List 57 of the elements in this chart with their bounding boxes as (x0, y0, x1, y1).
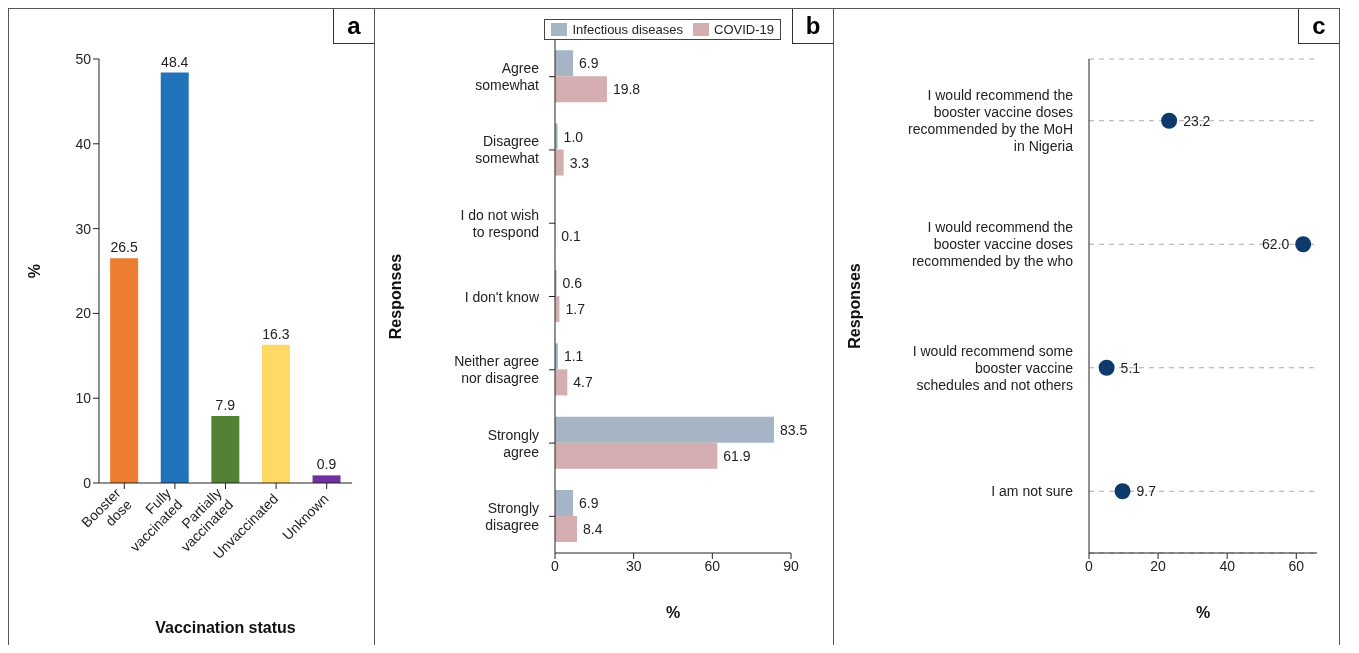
data-label: 83.5 (779, 421, 808, 438)
x-tick-label: 60 (704, 557, 721, 574)
text: c (1312, 12, 1326, 40)
x-tick-label: 60 (1288, 557, 1305, 574)
data-label: 4.7 (573, 374, 593, 391)
data-label: 5.1 (1120, 359, 1141, 376)
y-tick-label: Agree somewhat (475, 60, 540, 94)
x-tick-label: 0 (551, 557, 560, 574)
y-axis-title: Responses (386, 253, 404, 340)
data-label: 1.0 (563, 128, 584, 145)
y-tick-label: I would recommend the booster vaccine doses recommended by the who (911, 219, 1074, 270)
text: a (347, 12, 361, 40)
data-label: 8.4 (583, 520, 603, 537)
data-label: 9.7 (1136, 483, 1157, 500)
y-axis-title: Responses (845, 263, 863, 349)
x-tick-label: 0 (1085, 557, 1094, 574)
legend-label: COVID-19 (713, 22, 774, 37)
data-label: 61.9 (723, 447, 751, 464)
data-label: 3.3 (569, 154, 590, 171)
data-label: 16.3 (262, 325, 290, 342)
data-label: 1.1 (563, 348, 584, 365)
x-tick-label: 20 (1150, 557, 1167, 574)
data-label: 1.7 (565, 301, 586, 318)
data-label: 0.9 (316, 456, 337, 473)
y-tick-label: 30 (75, 220, 92, 237)
y-tick-label: Strongly agree (487, 426, 540, 460)
y-tick-label: 40 (75, 135, 92, 152)
y-tick-label: Strongly disagree (485, 499, 540, 533)
y-tick-label: I am not sure (991, 483, 1074, 500)
y-tick-label: Disagree somewhat (475, 133, 540, 167)
data-label: 6.9 (579, 55, 599, 72)
x-tick-label: 30 (625, 557, 642, 574)
data-label: 19.8 (612, 81, 641, 98)
text: b (805, 12, 821, 40)
data-label: 62.0 (1261, 236, 1290, 253)
data-label: 48.4 (161, 53, 189, 70)
data-label: 6.9 (579, 494, 599, 511)
y-tick-label: 20 (75, 305, 92, 322)
data-label: 0.1 (561, 227, 581, 244)
y-axis-title: % (25, 263, 43, 279)
x-axis-title: Vaccination status (155, 619, 296, 636)
x-axis-title: % (665, 604, 681, 621)
legend-label: Infectious diseases (571, 22, 684, 37)
y-tick-label: I would recommend some booster vaccine schedules and not others (912, 342, 1074, 393)
x-tick-label: 90 (783, 557, 799, 574)
y-tick-label: I don't know (464, 288, 540, 305)
x-axis-title: % (1195, 604, 1211, 621)
y-tick-label: I do not wish to respond (460, 206, 539, 240)
y-tick-label: 50 (75, 50, 92, 67)
y-tick-label: I would recommend the booster vaccine doses recommended by the MoH in Nigeria (908, 87, 1074, 155)
data-label: 23.2 (1183, 112, 1211, 129)
x-tick-label: 40 (1219, 557, 1236, 574)
data-label: 26.5 (110, 239, 138, 256)
y-tick-label: Neither agree nor disagree (454, 353, 540, 387)
data-label: 0.6 (562, 275, 583, 292)
y-tick-label: 10 (75, 390, 92, 407)
data-label: 7.9 (215, 397, 236, 414)
